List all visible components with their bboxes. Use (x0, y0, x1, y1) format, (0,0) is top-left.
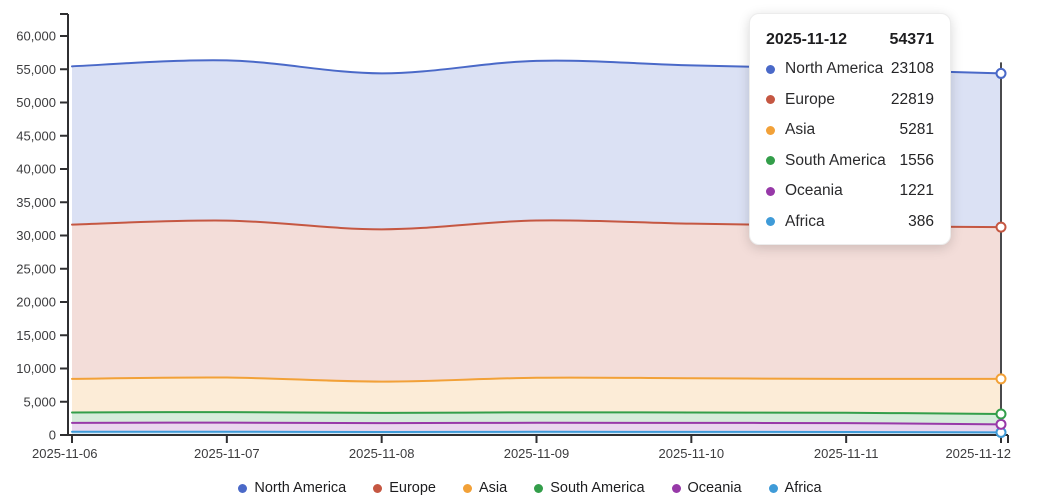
legend-item-north-america[interactable]: North America (238, 480, 346, 496)
series-name: Oceania (785, 182, 843, 200)
legend-dot-icon (373, 483, 383, 493)
series-value: 386 (908, 212, 934, 230)
y-tick-label: 55,000 (16, 62, 56, 77)
hover-marker-europe (995, 221, 1007, 233)
legend-label: Oceania (687, 480, 742, 496)
y-tick-label: 15,000 (16, 328, 56, 343)
tooltip-row-label: North America (766, 60, 883, 78)
area-south-america[interactable] (72, 412, 1001, 425)
y-tick-label: 5,000 (23, 394, 56, 409)
legend-label: Europe (389, 480, 436, 496)
tooltip-total: 54371 (889, 31, 935, 48)
series-name: Asia (785, 121, 816, 139)
tooltip: 2025-11-12 54371 North America 23108 Europ… (749, 13, 951, 245)
legend-item-asia[interactable]: Asia (463, 480, 507, 496)
legend-dot-icon (534, 483, 544, 493)
series-dot-icon (766, 95, 775, 105)
area-europe[interactable] (72, 220, 1001, 382)
series-value: 1221 (899, 182, 934, 200)
legend-dot-icon (463, 483, 472, 493)
x-tick-label: 2025-11-10 (659, 446, 725, 461)
y-tick-label: 50,000 (16, 95, 56, 110)
series-name: Africa (785, 212, 825, 230)
tooltip-header: 2025-11-12 54371 (766, 26, 934, 54)
hover-marker-north-america (995, 67, 1007, 79)
series-value: 22819 (890, 90, 934, 108)
series-name: Europe (785, 90, 835, 108)
tooltip-row-north-america: North America 23108 (766, 54, 934, 85)
series-value: 5281 (899, 121, 934, 139)
tooltip-row-label: Europe (766, 91, 835, 109)
x-tick-label: 2025-11-08 (349, 446, 415, 461)
y-tick-label: 0 (49, 428, 56, 443)
x-tick-label: 2025-11-09 (504, 446, 570, 461)
line-south-america (71, 411, 1002, 415)
tooltip-date: 2025-11-12 (766, 31, 847, 48)
series-value: 23108 (890, 60, 934, 78)
hover-marker-oceania (995, 418, 1007, 430)
series-name: North America (785, 60, 884, 78)
tooltip-row-asia: Asia 5281 (766, 115, 934, 146)
series-value: 1556 (899, 151, 934, 169)
tooltip-row-oceania: Oceania 1221 (766, 176, 934, 207)
legend-dot-icon (238, 483, 248, 493)
tooltip-rows: North America 23108 Europe 22819 Asia 5281 Sou… (766, 54, 934, 237)
legend-label: North America (254, 480, 347, 496)
tooltip-row-south-america: South America 1556 (766, 146, 934, 177)
legend-item-oceania[interactable]: Oceania (671, 480, 742, 496)
legend-label: Asia (479, 480, 508, 496)
chart-legend: North America Europe Asia South America Ocea… (0, 480, 1060, 496)
series-dot-icon (766, 217, 775, 227)
legend-dot-icon (671, 483, 681, 493)
hover-marker-south-america (995, 408, 1007, 420)
tooltip-row-label: Oceania (766, 182, 843, 200)
legend-item-africa[interactable]: Africa (768, 480, 822, 496)
legend-label: South America (550, 480, 645, 496)
line-africa (71, 430, 1002, 434)
series-dot-icon (766, 156, 775, 166)
x-tick-label: 2025-11-12 (945, 446, 1011, 461)
legend-item-europe[interactable]: Europe (373, 480, 436, 496)
tooltip-row-europe: Europe 22819 (766, 85, 934, 116)
area-asia[interactable] (72, 377, 1001, 414)
y-tick-label: 40,000 (16, 162, 56, 177)
series-dot-icon (766, 186, 775, 196)
tooltip-row-africa: Africa 386 (766, 207, 934, 238)
line-oceania (71, 421, 1002, 426)
series-dot-icon (766, 64, 775, 74)
x-tick-label: 2025-11-07 (194, 446, 260, 461)
hover-marker-asia (995, 373, 1007, 385)
legend-dot-icon (768, 483, 778, 493)
tooltip-row-label: Asia (766, 121, 815, 139)
y-tick-label: 30,000 (16, 228, 56, 243)
x-tick-label: 2025-11-11 (814, 446, 879, 461)
line-asia (71, 376, 1002, 383)
legend-item-south-america[interactable]: South America (534, 480, 645, 496)
series-dot-icon (766, 125, 775, 135)
area-oceania[interactable] (72, 422, 1001, 433)
legend-label: Africa (784, 480, 822, 496)
y-tick-label: 60,000 (16, 29, 56, 44)
tooltip-row-label: South America (766, 152, 886, 170)
y-tick-label: 25,000 (16, 261, 56, 276)
y-tick-label: 45,000 (16, 128, 56, 143)
y-tick-label: 10,000 (16, 361, 56, 376)
y-tick-label: 20,000 (16, 295, 56, 310)
x-tick-label: 2025-11-06 (32, 446, 98, 461)
y-tick-label: 35,000 (16, 195, 56, 210)
tooltip-row-label: Africa (766, 213, 825, 231)
series-name: South America (785, 151, 886, 169)
